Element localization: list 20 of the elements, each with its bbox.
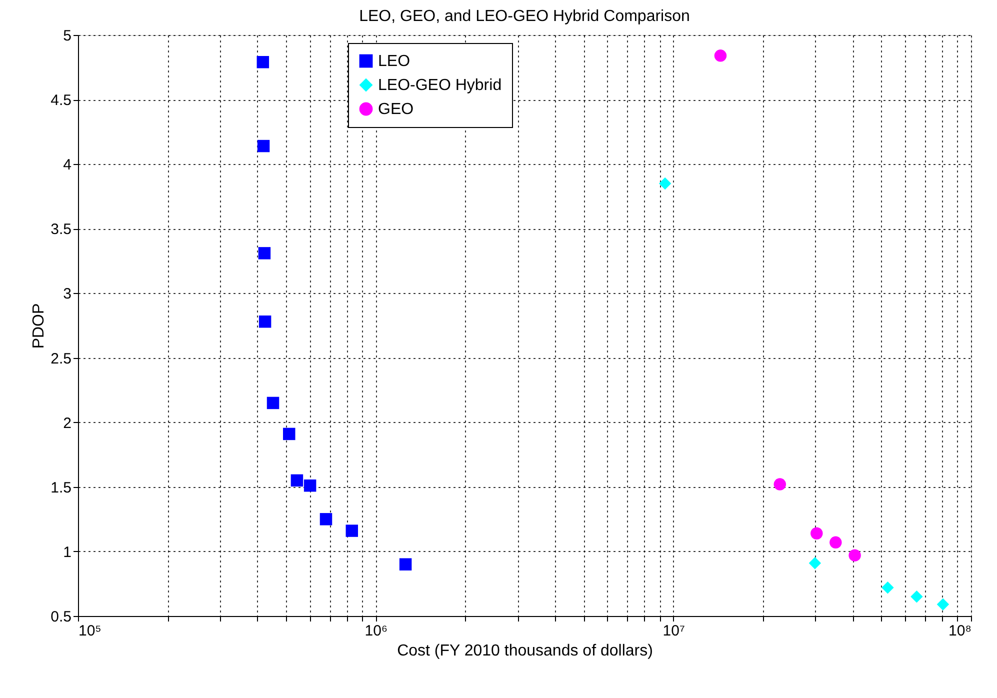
x-axis-title: Cost (FY 2010 thousands of dollars) xyxy=(397,642,653,660)
y-tick-label: 1 xyxy=(63,544,72,561)
chart-title: LEO, GEO, and LEO-GEO Hybrid Comparison xyxy=(359,8,690,25)
x-tick-label: 10⁷ xyxy=(662,622,685,640)
y-tick-label: 0.5 xyxy=(50,608,72,626)
y-tick-label: 4.5 xyxy=(50,92,72,110)
y-axis-title: PDOP xyxy=(30,303,48,349)
y-tick-label: 1.5 xyxy=(50,479,72,496)
legend-label: GEO xyxy=(378,101,414,118)
y-tick-label: 3.5 xyxy=(50,221,72,238)
y-tick-label: 5 xyxy=(63,28,72,44)
x-tick-label: 10⁶ xyxy=(364,622,388,640)
y-tick-label: 2.5 xyxy=(50,350,72,368)
legend-label: LEO xyxy=(378,53,410,70)
x-tick-label: 10⁸ xyxy=(948,622,972,640)
y-tick-label: 4 xyxy=(63,156,72,174)
y-tick-label: 3 xyxy=(63,286,72,303)
y-tick-label: 2 xyxy=(63,414,72,432)
x-tick-label: 10⁵ xyxy=(78,622,102,640)
legend-label: LEO-GEO Hybrid xyxy=(378,77,502,94)
